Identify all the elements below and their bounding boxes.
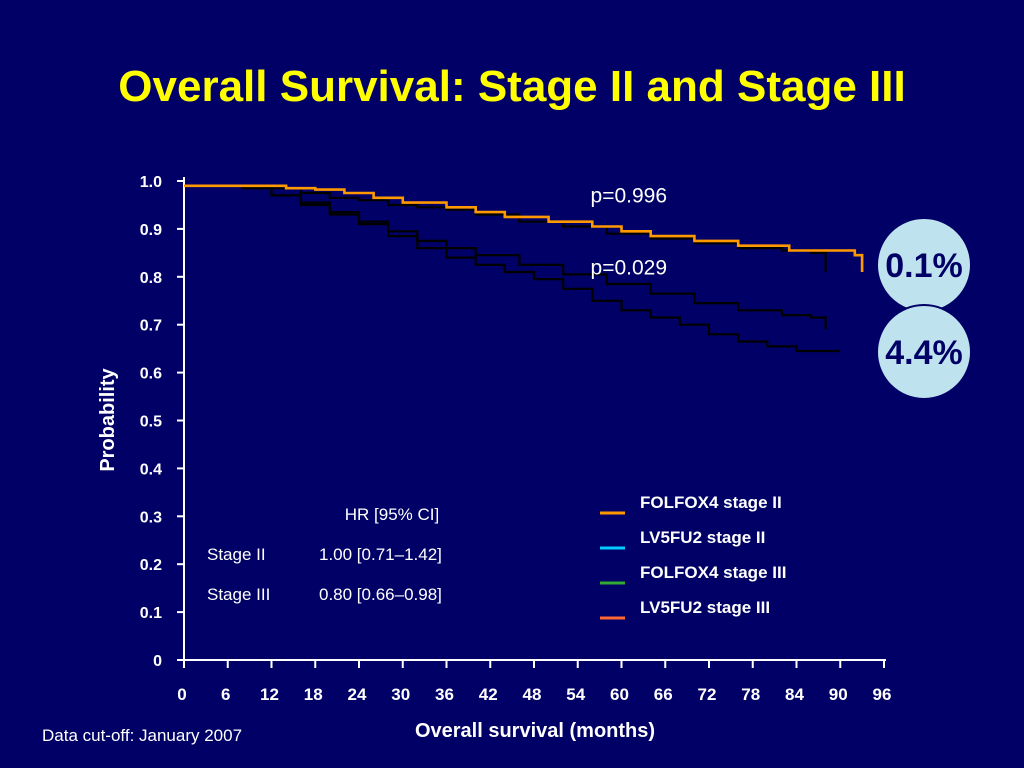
difference-badge-text: 0.1%	[885, 247, 963, 285]
x-tick-label: 18	[304, 685, 323, 704]
curve-lv5fu2-stage-iii	[184, 184, 841, 353]
hr-table-row-value: 1.00 [0.71–1.42]	[319, 545, 442, 564]
y-tick-label: 0.4	[140, 461, 162, 478]
hr-table-row-value: 0.80 [0.66–0.98]	[319, 585, 442, 604]
hr-table-header: HR [95% CI]	[345, 505, 439, 524]
p-value-label-2: p=0.029	[591, 256, 668, 279]
hr-table-row-label: Stage II	[207, 545, 266, 564]
y-tick-label: 0.8	[140, 270, 162, 287]
x-tick-label: 36	[435, 685, 454, 704]
data-cutoff-note: Data cut-off: January 2007	[42, 726, 243, 745]
x-axis-title: Overall survival (months)	[415, 720, 655, 742]
slide-title: Overall Survival: Stage II and Stage III	[118, 62, 906, 111]
x-tick-label: 78	[741, 685, 760, 704]
legend-entry-label: FOLFOX4 stage II	[640, 493, 782, 512]
y-tick-label: 0.5	[140, 414, 162, 431]
x-tick-label: 90	[829, 685, 848, 704]
hr-table-row-label: Stage III	[207, 585, 270, 604]
x-tick-label: 54	[566, 685, 585, 704]
x-tick-label: 96	[873, 685, 892, 704]
x-tick-label: 48	[523, 685, 542, 704]
x-tick-label: 0	[177, 685, 186, 704]
y-tick-label: 0.1	[140, 605, 162, 622]
y-tick-label: 1.0	[140, 174, 162, 191]
x-tick-label: 6	[221, 685, 230, 704]
y-tick-label: 0.9	[140, 222, 162, 239]
x-tick-label: 12	[260, 685, 279, 704]
y-tick-label: 0	[153, 653, 162, 670]
x-tick-label: 30	[391, 685, 410, 704]
x-tick-label: 72	[698, 685, 717, 704]
curve-folfox4-stage-ii	[184, 184, 864, 272]
y-tick-label: 0.7	[140, 318, 162, 335]
curve-lv5fu2-stage-ii	[184, 184, 827, 272]
y-axis-title: Probability	[97, 367, 119, 471]
difference-badge-circle	[876, 304, 972, 400]
y-tick-label: 0.3	[140, 509, 162, 526]
legend-entry-label: LV5FU2 stage III	[640, 598, 770, 617]
difference-badge-text: 4.4%	[885, 334, 963, 372]
curve-folfox4-stage-iii	[184, 184, 827, 330]
x-tick-label: 42	[479, 685, 498, 704]
y-tick-label: 0.2	[140, 557, 162, 574]
x-tick-label: 24	[348, 685, 367, 704]
x-tick-label: 60	[610, 685, 629, 704]
x-tick-label: 84	[785, 685, 804, 704]
x-tick-label: 66	[654, 685, 673, 704]
legend-entry-label: LV5FU2 stage II	[640, 528, 765, 547]
y-tick-label: 0.6	[140, 366, 162, 383]
p-value-label-1: p=0.996	[591, 185, 668, 208]
legend-entry-label: FOLFOX4 stage III	[640, 563, 786, 582]
